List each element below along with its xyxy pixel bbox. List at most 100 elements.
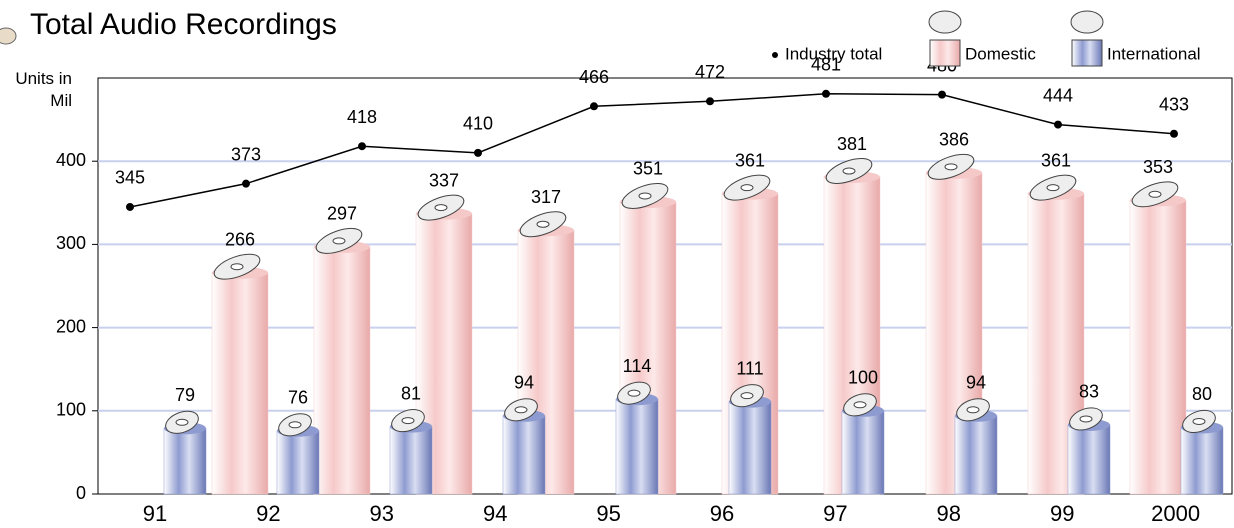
bar — [1067, 424, 1111, 495]
cd-hole — [1046, 184, 1060, 192]
data-label: 373 — [231, 144, 261, 164]
bar — [841, 410, 885, 495]
data-label: 444 — [1043, 85, 1073, 105]
cd-hole — [434, 204, 448, 212]
y-axis-label: Units in Mil — [15, 69, 72, 110]
cd-hole — [401, 417, 415, 425]
point — [1054, 120, 1062, 129]
legend-cd — [1070, 10, 1104, 34]
legend-label: Industry total — [785, 44, 882, 63]
legend-label: Domestic — [965, 44, 1036, 63]
point — [706, 97, 714, 106]
bar — [389, 426, 433, 495]
cd-hole — [842, 167, 856, 175]
point — [358, 142, 366, 151]
point — [590, 102, 598, 111]
bar — [1129, 200, 1187, 495]
y-tick-label: 0 — [76, 483, 86, 503]
data-label: 381 — [837, 134, 867, 154]
y-tick-label: 100 — [56, 400, 86, 420]
bar — [1180, 427, 1224, 495]
bar — [276, 430, 320, 495]
x-tick-label: 94 — [483, 501, 507, 526]
data-label: 114 — [623, 356, 652, 376]
data-label: 345 — [115, 168, 145, 188]
x-tick-label: 98 — [937, 501, 961, 526]
x-tick-label: 97 — [823, 501, 847, 526]
data-label: 111 — [736, 358, 763, 378]
x-tick-label: 95 — [596, 501, 620, 526]
bar — [502, 415, 546, 495]
legend-symbol — [1071, 39, 1103, 67]
x-tick-label: 93 — [370, 501, 394, 526]
title-icon — [0, 27, 17, 45]
bar — [313, 246, 371, 495]
legend-symbol — [772, 52, 778, 58]
chart-title: Total Audio Recordings — [30, 8, 337, 41]
y-tick-label: 200 — [56, 316, 86, 336]
point — [474, 148, 482, 157]
point — [242, 179, 250, 188]
point — [822, 89, 830, 98]
cd-hole — [332, 237, 346, 245]
data-label: 337 — [429, 170, 459, 190]
cd-hole — [230, 263, 244, 271]
y-tick-label: 300 — [56, 233, 86, 253]
cd-hole — [627, 389, 641, 397]
bar — [728, 401, 772, 495]
x-tick-label: 2000 — [1151, 501, 1200, 526]
data-label: 297 — [327, 204, 357, 224]
cd-hole — [740, 392, 754, 400]
data-label: 83 — [1079, 382, 1099, 402]
data-label: 94 — [514, 373, 534, 393]
y-tick-label: 400 — [56, 150, 86, 170]
data-label: 80 — [1192, 384, 1212, 404]
cd-hole — [514, 406, 528, 414]
data-label: 433 — [1159, 94, 1189, 114]
cd-hole — [638, 192, 652, 200]
bar — [615, 398, 659, 495]
cd-hole — [853, 401, 867, 409]
line — [129, 93, 1175, 208]
data-label: 481 — [811, 55, 841, 75]
data-label: 466 — [579, 67, 609, 87]
x-tick-label: 99 — [1050, 501, 1074, 526]
data-label: 317 — [531, 187, 561, 207]
x-tick-label: 91 — [143, 501, 167, 526]
cd-hole — [1192, 417, 1206, 425]
cd-hole — [1148, 190, 1162, 198]
cd-hole — [175, 418, 189, 426]
legend-cd — [928, 10, 962, 34]
legend-label: International — [1107, 44, 1201, 63]
data-label: 76 — [288, 388, 308, 408]
legend-symbol — [929, 39, 961, 67]
data-label: 361 — [1041, 150, 1071, 170]
x-tick-label: 96 — [710, 501, 734, 526]
data-label: 351 — [633, 159, 663, 179]
cd-hole — [740, 184, 754, 192]
bar — [954, 415, 998, 495]
point — [1170, 129, 1178, 138]
cd-hole — [1079, 415, 1093, 423]
data-label: 94 — [966, 373, 986, 393]
data-label: 472 — [695, 62, 725, 82]
point — [126, 202, 134, 211]
data-label: 418 — [347, 107, 377, 127]
data-label: 100 — [848, 368, 878, 388]
bar — [163, 428, 207, 495]
cd-hole — [288, 421, 302, 429]
point — [938, 90, 946, 99]
cd-hole — [944, 163, 958, 171]
data-label: 386 — [939, 130, 969, 150]
data-label: 410 — [463, 114, 493, 134]
data-label: 353 — [1143, 157, 1173, 177]
data-label: 266 — [225, 229, 255, 249]
cd-hole — [966, 406, 980, 414]
data-label: 79 — [175, 385, 195, 405]
x-tick-label: 92 — [256, 501, 280, 526]
data-label: 81 — [401, 383, 421, 403]
data-label: 361 — [735, 150, 765, 170]
bar — [211, 272, 269, 495]
